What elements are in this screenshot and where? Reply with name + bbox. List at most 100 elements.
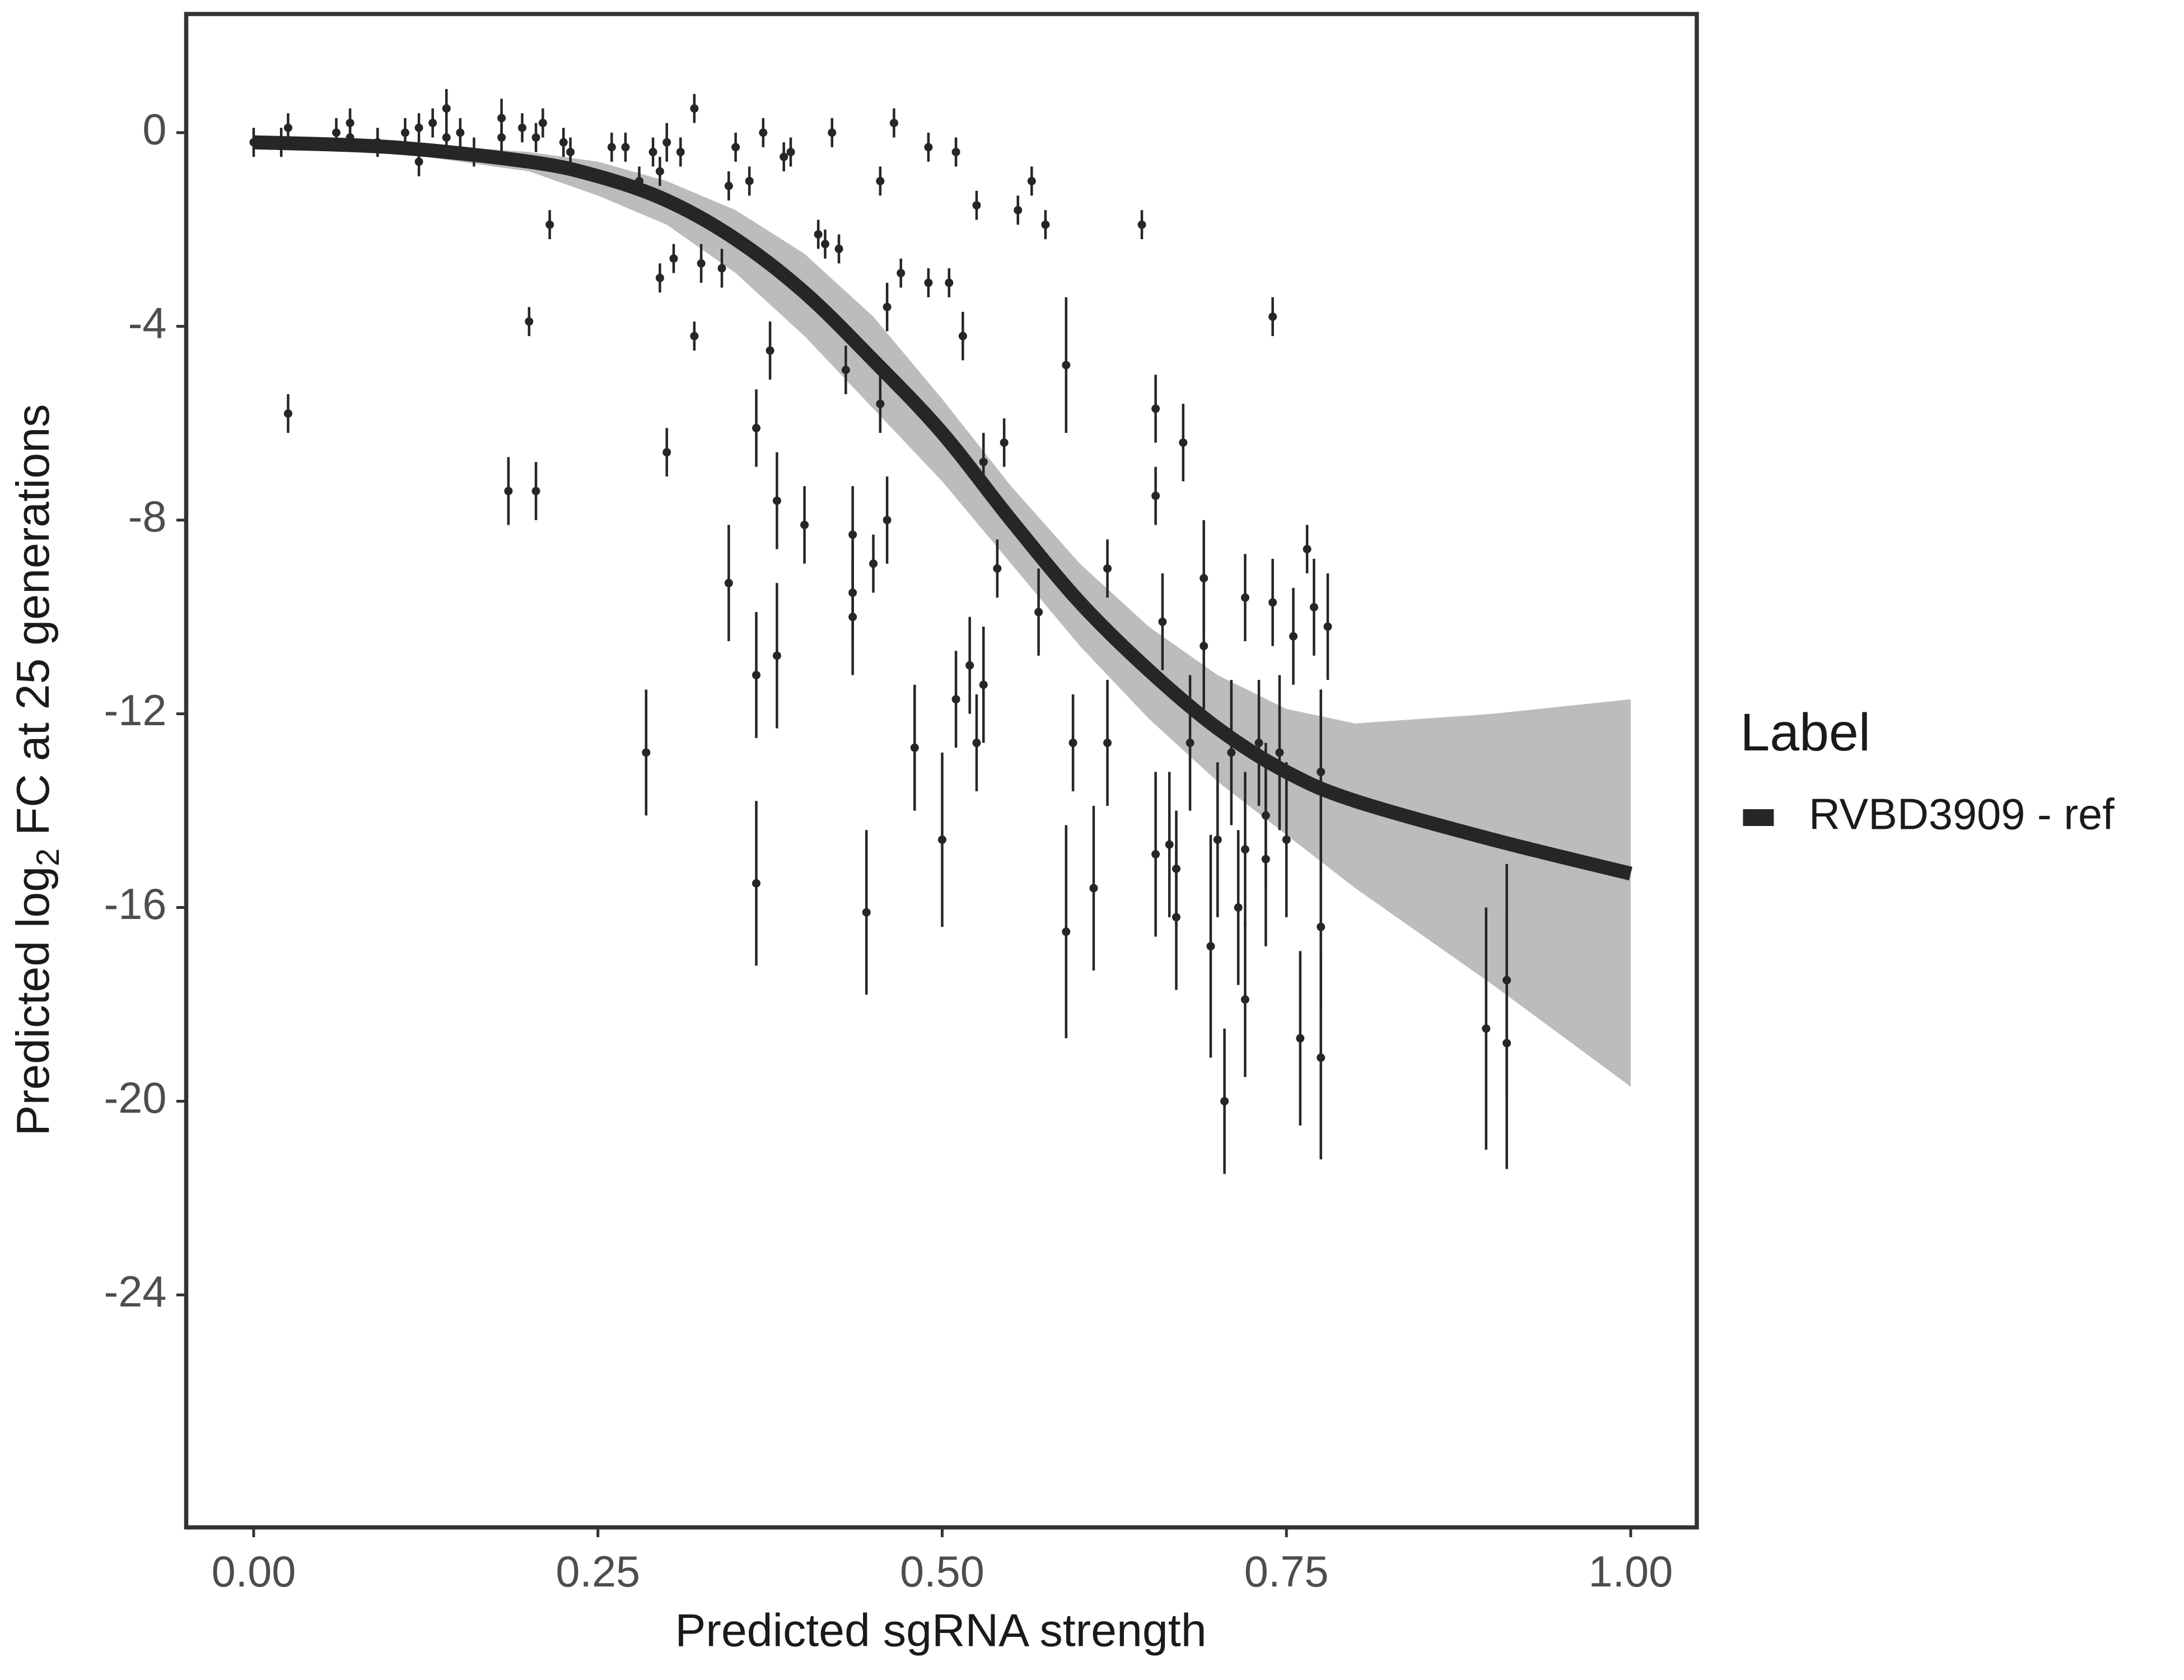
- point: [1165, 840, 1174, 849]
- point: [1275, 748, 1284, 757]
- point: [1137, 220, 1146, 229]
- y-label-prefix: Predicted log: [7, 866, 59, 1136]
- plot-area: [249, 89, 1632, 1174]
- point: [724, 181, 733, 190]
- point: [972, 739, 981, 748]
- point: [745, 176, 754, 185]
- point: [1179, 438, 1188, 447]
- point: [442, 133, 451, 142]
- legend-label: RVBD3909 - ref: [1809, 790, 2115, 838]
- point: [1151, 491, 1160, 500]
- point: [752, 670, 761, 679]
- point: [690, 104, 699, 113]
- y-tick-label: -4: [128, 299, 167, 347]
- posterior-band: [253, 137, 1631, 1087]
- point: [1268, 598, 1277, 607]
- x-tick-label: 0.25: [556, 1548, 640, 1596]
- point: [772, 496, 781, 505]
- point: [1068, 739, 1077, 748]
- point: [517, 123, 526, 132]
- point: [724, 578, 733, 587]
- point: [1206, 942, 1215, 951]
- point: [924, 278, 933, 287]
- point: [876, 176, 885, 185]
- fit-line: [253, 135, 1632, 881]
- point: [346, 119, 354, 128]
- point: [607, 143, 616, 152]
- point: [897, 269, 906, 278]
- point: [1482, 1024, 1491, 1033]
- point: [924, 143, 933, 152]
- point: [979, 458, 988, 466]
- point: [1220, 1096, 1229, 1105]
- point: [772, 651, 781, 660]
- point: [1240, 845, 1249, 854]
- point: [504, 487, 513, 496]
- point: [752, 879, 761, 888]
- point: [525, 317, 534, 326]
- point: [814, 230, 823, 239]
- point: [752, 423, 761, 432]
- point: [690, 332, 699, 340]
- point: [669, 254, 678, 263]
- point: [800, 520, 809, 529]
- point: [566, 147, 575, 156]
- point: [1502, 1039, 1511, 1048]
- point: [559, 138, 568, 147]
- point: [1027, 176, 1036, 185]
- point: [958, 332, 967, 340]
- point: [1172, 864, 1181, 873]
- point: [1089, 884, 1098, 893]
- point: [848, 530, 857, 539]
- point: [972, 201, 981, 210]
- y-tick-label: -16: [104, 880, 166, 928]
- point: [1289, 632, 1298, 641]
- point: [1268, 312, 1277, 321]
- point: [1151, 850, 1160, 858]
- x-tick-label: 0.75: [1244, 1548, 1329, 1596]
- point: [951, 695, 960, 704]
- point: [841, 366, 850, 375]
- x-tick-label: 0.00: [212, 1548, 296, 1596]
- point: [497, 114, 506, 123]
- point: [1213, 835, 1222, 844]
- point: [648, 147, 657, 156]
- point: [1317, 767, 1326, 776]
- point: [786, 147, 795, 156]
- y-tick-label: 0: [142, 105, 166, 153]
- point: [1186, 739, 1194, 748]
- point: [662, 138, 671, 147]
- point: [332, 128, 341, 137]
- point: [497, 133, 506, 142]
- point: [283, 409, 292, 418]
- point: [1103, 739, 1112, 748]
- point: [283, 123, 292, 132]
- point: [456, 128, 465, 137]
- point: [1062, 361, 1071, 370]
- legend-title: Label: [1740, 703, 1870, 762]
- point: [1158, 617, 1167, 626]
- point: [1227, 748, 1236, 757]
- point: [538, 119, 547, 128]
- point: [1103, 564, 1112, 573]
- point: [1303, 545, 1312, 554]
- point: [1000, 438, 1009, 447]
- point: [1151, 404, 1160, 413]
- point: [1317, 1053, 1326, 1062]
- point: [545, 220, 554, 229]
- point: [766, 346, 774, 355]
- point: [731, 143, 740, 152]
- point: [655, 273, 664, 282]
- x-tick-label: 0.50: [900, 1548, 984, 1596]
- point: [1296, 1034, 1305, 1043]
- point: [655, 167, 664, 176]
- point: [442, 104, 451, 113]
- point: [834, 244, 843, 253]
- legend-key: [1743, 809, 1774, 826]
- point: [642, 748, 651, 757]
- point: [1240, 995, 1249, 1004]
- point: [1041, 220, 1050, 229]
- point: [1254, 739, 1263, 748]
- y-tick-label: -20: [104, 1074, 166, 1122]
